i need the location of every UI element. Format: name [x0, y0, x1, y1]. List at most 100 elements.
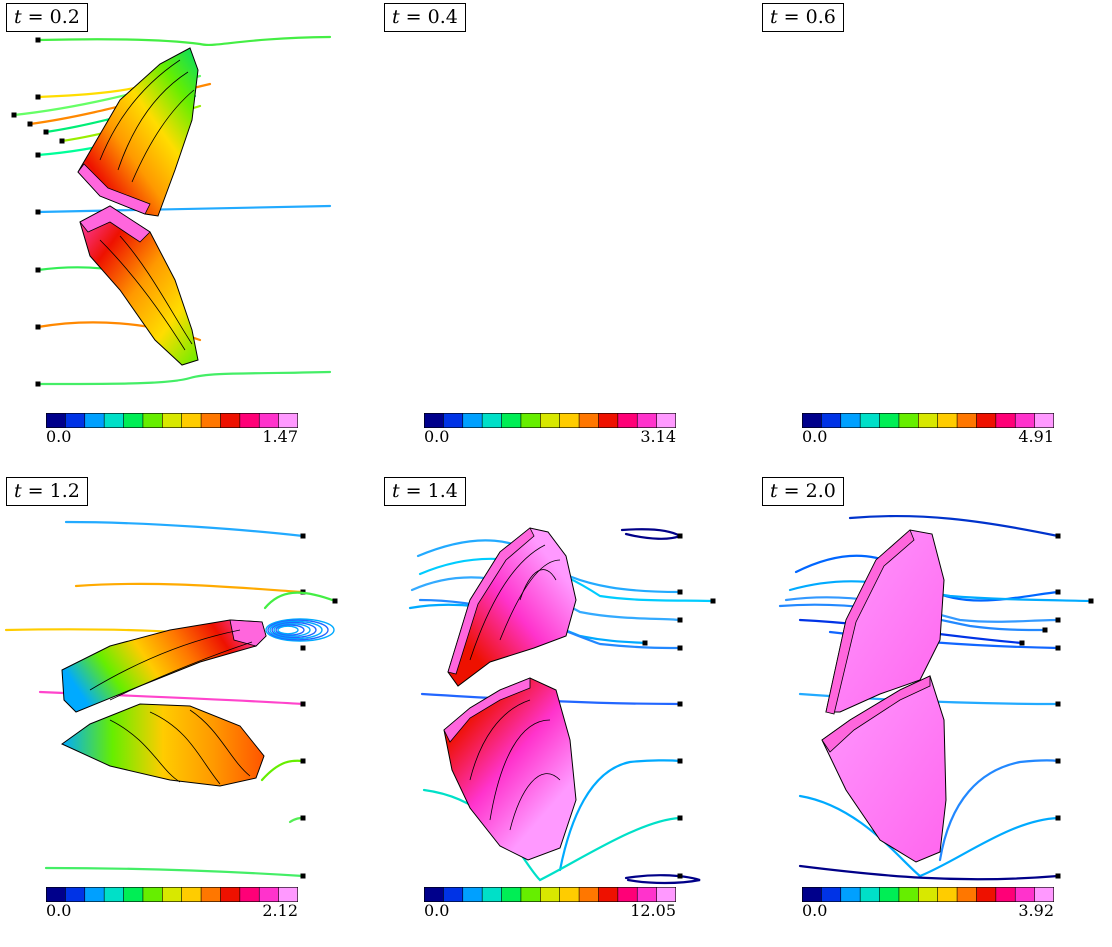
seed-marker [43, 129, 49, 135]
seed-marker [11, 112, 17, 118]
streamline-1 [64, 520, 306, 539]
seed-marker [1055, 758, 1061, 764]
streamline-3 [418, 557, 716, 604]
colorbar-segment [501, 413, 522, 428]
flow-visualization [756, 0, 1112, 473]
colorbar-segment [181, 887, 202, 902]
contour-line [499, 559, 561, 641]
colorbar-max-label: 3.14 [640, 427, 676, 446]
colorbar-segment [46, 413, 66, 428]
colorbar-segment [637, 887, 658, 902]
colorbar-segment [462, 413, 483, 428]
colorbar-segment [259, 887, 280, 902]
seed-marker [1055, 645, 1061, 651]
colorbar-segment [918, 413, 939, 428]
flow-visualization [408, 527, 716, 885]
colorbar-segment [957, 413, 978, 428]
colorbar-segment [1034, 413, 1054, 428]
colorbar-segment [142, 887, 163, 902]
time-value: 1.2 [49, 480, 80, 502]
wing-edge [229, 619, 267, 647]
seed-marker [1019, 640, 1025, 646]
seed-marker [677, 758, 683, 764]
colorbar-segment [617, 887, 638, 902]
colorbar-segment [840, 413, 861, 428]
colorbar-frame [424, 887, 676, 902]
time-value: 0.6 [805, 6, 836, 28]
panel-t-1-4: t = 1.4 0.0 12.05 [378, 474, 748, 947]
seed-marker [35, 324, 41, 330]
contour-line [469, 699, 531, 781]
colorbar-segment [201, 413, 222, 428]
colorbar-segment [104, 413, 125, 428]
seed-marker [1055, 533, 1061, 539]
flow-visualization [4, 520, 338, 879]
colorbar-segment [142, 413, 163, 428]
colorbar [424, 413, 676, 428]
panel-t-1-2: t = 1.2 0.0 2.12 [0, 474, 370, 947]
colorbar-segment [123, 887, 144, 902]
colorbar-segment [957, 887, 978, 902]
contour-line [149, 711, 221, 785]
colorbar-segment [501, 887, 522, 902]
undefined [79, 205, 199, 366]
wing-edge [443, 677, 531, 743]
seed-marker [1042, 627, 1048, 633]
time-symbol: t [770, 480, 778, 502]
vortex-spiral [265, 618, 335, 642]
colorbar-segment [579, 887, 600, 902]
colorbar-segment [46, 887, 66, 902]
colorbar-max-label: 1.47 [262, 427, 298, 446]
colorbar-segment [976, 887, 997, 902]
time-value: 1.4 [427, 480, 458, 502]
equals-sign: = [777, 480, 806, 502]
seed-marker [677, 533, 683, 539]
colorbar-segment [976, 413, 997, 428]
colorbar-segment [104, 887, 125, 902]
panel-t-2-0: t = 2.0 0.0 3.92 [756, 474, 1112, 947]
colorbar-segment [656, 887, 676, 902]
colorbar-frame [802, 413, 1054, 428]
colorbar-segment [840, 887, 861, 902]
wing-edge [825, 529, 915, 715]
streamline-3 [788, 580, 1094, 604]
colorbar-segment [995, 887, 1016, 902]
streamline-11 [35, 370, 332, 387]
time-symbol: t [14, 480, 22, 502]
colorbar-segment [802, 413, 822, 428]
colorbar-segment [201, 887, 222, 902]
time-label: t = 2.0 [762, 477, 844, 506]
seed-marker [300, 645, 306, 651]
streamline-4 [784, 596, 1061, 623]
streamline-11 [798, 864, 1061, 881]
undefined [447, 527, 577, 687]
colorbar-segment [1034, 887, 1054, 902]
streamline-10 [798, 794, 1061, 878]
time-symbol: t [14, 6, 22, 28]
colorbar-segment [1015, 413, 1036, 428]
seed-marker [1088, 598, 1094, 604]
seed-marker [300, 533, 306, 539]
colorbar-segment [598, 413, 619, 428]
colorbar-frame [46, 413, 298, 428]
colorbar-segment [860, 887, 881, 902]
colorbar-segment [898, 887, 919, 902]
time-label: t = 1.2 [6, 477, 88, 506]
seed-marker [1055, 589, 1061, 595]
colorbar-max-label: 4.91 [1018, 427, 1054, 446]
colorbar [46, 413, 298, 428]
streamline-4 [410, 576, 683, 623]
time-symbol: t [770, 6, 778, 28]
colorbar-segment [520, 887, 541, 902]
colorbar-segment [239, 887, 260, 902]
equals-sign: = [21, 480, 50, 502]
streamline-8 [44, 866, 306, 879]
colorbar-segment [598, 887, 619, 902]
colorbar-segment [84, 413, 105, 428]
colorbar-segment [937, 413, 958, 428]
seed-marker [332, 598, 338, 604]
colorbar-segment [220, 413, 241, 428]
colorbar [802, 887, 1054, 902]
colorbar-min-label: 0.0 [46, 427, 72, 446]
flow-visualization [11, 35, 332, 387]
